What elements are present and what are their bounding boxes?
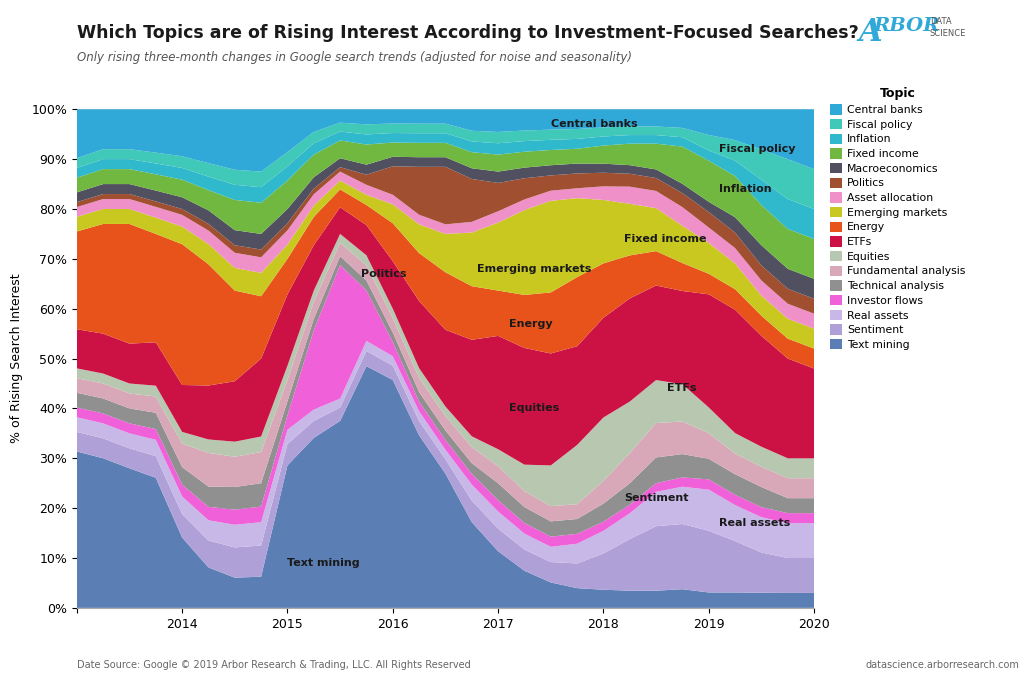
Text: Sentiment: Sentiment (625, 493, 689, 503)
Text: datascience.arborresearch.com: datascience.arborresearch.com (865, 660, 1019, 670)
Text: Fiscal policy: Fiscal policy (719, 144, 796, 154)
Text: Central banks: Central banks (551, 120, 637, 129)
Text: DATA
SCIENCE: DATA SCIENCE (930, 17, 967, 38)
Text: A: A (858, 17, 882, 48)
Text: Equities: Equities (509, 404, 559, 413)
Text: Date Source: Google © 2019 Arbor Research & Trading, LLC. All Rights Reserved: Date Source: Google © 2019 Arbor Researc… (77, 660, 471, 670)
Text: Inflation: Inflation (719, 184, 772, 194)
Text: Emerging markets: Emerging markets (477, 264, 592, 274)
Text: RBOR: RBOR (873, 17, 940, 35)
Text: Which Topics are of Rising Interest According to Investment-Focused Searches?: Which Topics are of Rising Interest Acco… (77, 24, 858, 42)
Text: Energy: Energy (509, 319, 552, 329)
Text: Only rising three-month changes in Google search trends (adjusted for noise and : Only rising three-month changes in Googl… (77, 51, 632, 64)
Text: Text mining: Text mining (288, 558, 360, 568)
Y-axis label: % of Rising Search Interest: % of Rising Search Interest (10, 274, 23, 443)
Legend: Central banks, Fiscal policy, Inflation, Fixed income, Macroeconomics, Politics,: Central banks, Fiscal policy, Inflation,… (829, 87, 966, 350)
Text: Real assets: Real assets (719, 518, 791, 528)
Text: Fixed income: Fixed income (625, 234, 707, 244)
Text: ETFs: ETFs (667, 383, 696, 393)
Text: Politics: Politics (361, 269, 407, 279)
